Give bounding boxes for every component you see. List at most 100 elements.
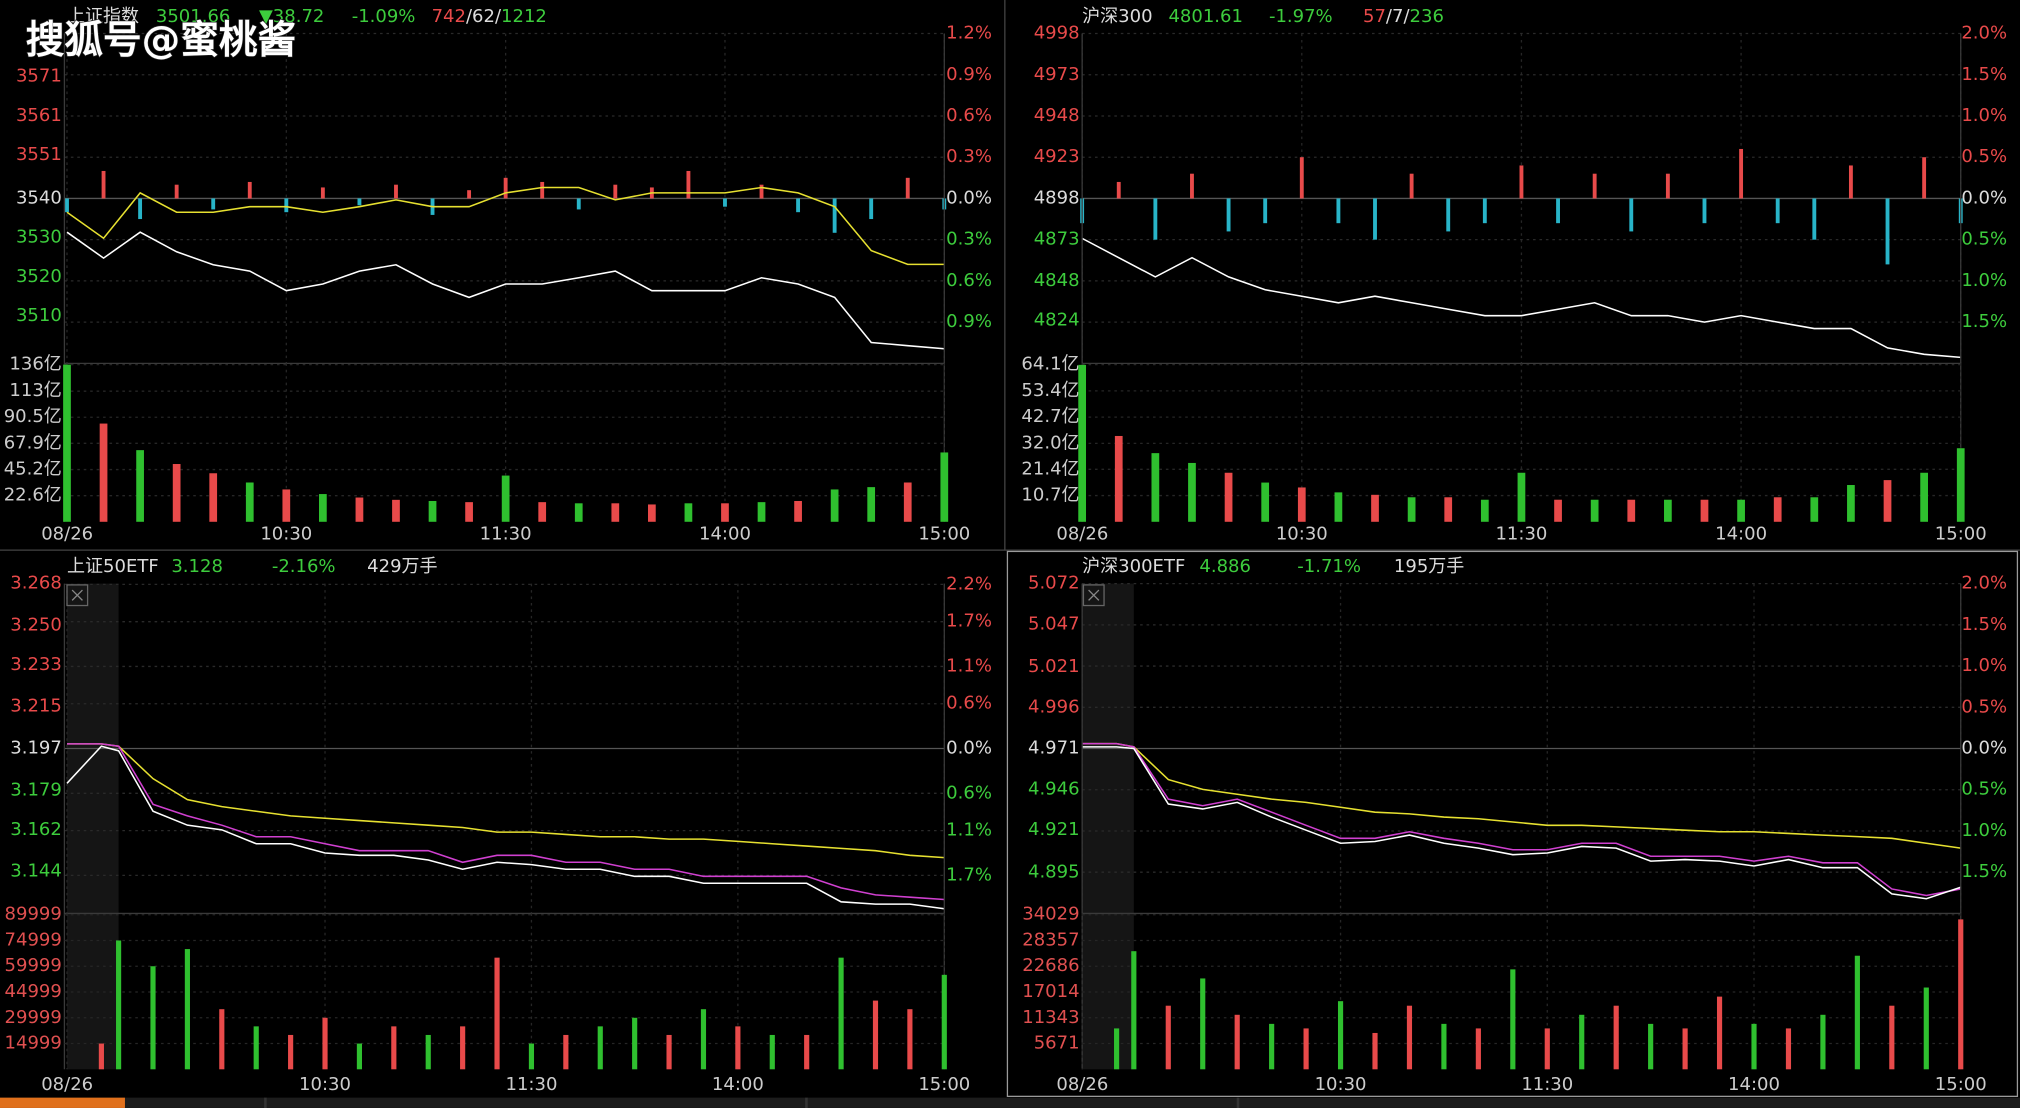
volume-bar xyxy=(282,489,291,522)
volume-bar xyxy=(1334,492,1343,522)
breadth-bar xyxy=(723,198,727,207)
y2-tick-label: 2.0% xyxy=(1961,23,2007,44)
y-tick-label: 59999 xyxy=(5,955,62,976)
y2-tick-label: 1.7% xyxy=(946,864,992,885)
x-tick-label: 11:30 xyxy=(505,1074,557,1095)
volume-bar xyxy=(1820,1014,1826,1070)
y-tick-label: 89999 xyxy=(5,904,62,925)
volume-bar xyxy=(1847,485,1855,522)
volume-bar xyxy=(428,500,437,522)
volume-bar xyxy=(391,1026,397,1070)
volume-bar xyxy=(1200,978,1206,1070)
separator: / xyxy=(1386,6,1393,27)
y2-tick-label: 0.3% xyxy=(946,146,992,167)
y-tick-label: 3.197 xyxy=(10,738,62,759)
y-tick-label: 4824 xyxy=(1034,309,1080,330)
name: 沪深300ETF xyxy=(1082,556,1185,577)
volume-bar xyxy=(1956,448,1965,522)
auction-zone xyxy=(66,583,119,1070)
volume-bar xyxy=(98,1043,104,1070)
breadth-bar xyxy=(467,190,472,199)
y-tick-label: 44999 xyxy=(5,981,62,1002)
breadth-bar xyxy=(869,198,874,220)
volume-bar xyxy=(1165,1005,1171,1070)
y-tick-label: 4873 xyxy=(1034,229,1080,250)
volume-bar xyxy=(1923,987,1929,1070)
y-tick-label: 53.4亿 xyxy=(1021,380,1079,401)
y2-tick-label: 0.0% xyxy=(946,187,992,208)
breadth-bar xyxy=(759,184,764,199)
x-tick-label: 15:00 xyxy=(918,524,970,545)
x-tick-label: 15:00 xyxy=(1935,524,1987,545)
y-tick-label: 34029 xyxy=(1022,904,1079,925)
x-tick-label: 08/26 xyxy=(41,1074,93,1095)
volume-bar xyxy=(563,1034,569,1070)
breadth-bar xyxy=(174,184,179,199)
x-tick-label: 15:00 xyxy=(1935,1074,1987,1095)
volume-bar xyxy=(465,502,473,522)
charts: 1.2% 0.9% 0.6% 0.3% 0.0% 0.3% 0.6% 0.9% 3571 3561… xyxy=(4,23,2007,1095)
breadth-bar xyxy=(1263,198,1268,224)
y2-tick-label: 1.0% xyxy=(1961,105,2007,126)
volume-bar xyxy=(611,503,620,522)
volume-bar xyxy=(1303,1028,1309,1070)
volume-bar xyxy=(735,1026,741,1070)
volume-bar xyxy=(1188,462,1196,522)
x-tick-label: 08/26 xyxy=(1056,524,1108,545)
breadth-bar xyxy=(394,184,398,199)
breadth-bar xyxy=(796,198,801,213)
y-tick-label: 10.7亿 xyxy=(1021,485,1079,506)
volume-bar xyxy=(941,974,947,1070)
volume-bar xyxy=(1151,453,1160,522)
breadth-bar xyxy=(503,177,508,199)
y-tick-label: 3530 xyxy=(16,227,62,248)
volume-bar xyxy=(538,502,547,522)
volume-bar xyxy=(253,1026,259,1070)
volume-bar xyxy=(219,1009,225,1070)
breadth-bar xyxy=(1629,198,1634,232)
volume-bar xyxy=(319,494,327,522)
y-tick-label: 3.162 xyxy=(10,819,62,840)
status-tab[interactable] xyxy=(0,1097,125,1108)
change-pct: -2.16% xyxy=(272,556,336,577)
volume-bar xyxy=(1517,472,1526,522)
volume-bar xyxy=(1078,364,1087,522)
y-tick-label: 22.6亿 xyxy=(4,485,62,506)
y-tick-label: 3.233 xyxy=(10,654,62,675)
breadth-bar xyxy=(101,170,106,199)
breadth-bar xyxy=(1373,198,1377,240)
volume-bar xyxy=(288,1034,294,1070)
volume-bar xyxy=(1297,487,1306,522)
close-button[interactable] xyxy=(66,584,89,607)
breadth-bar xyxy=(905,177,910,199)
watermark: 搜狐号@蜜桃酱 xyxy=(26,18,296,63)
volume: 429万手 xyxy=(367,556,437,577)
x-tick-label: 08/26 xyxy=(41,524,93,545)
close-button[interactable] xyxy=(1082,584,1105,607)
y2-tick-label: 1.2% xyxy=(946,23,992,44)
price-line xyxy=(66,745,945,910)
y2-tick-label: 0.6% xyxy=(946,270,992,291)
x-tick-label: 10:30 xyxy=(1276,524,1328,545)
volume-bar xyxy=(209,473,218,522)
volume-bar xyxy=(867,487,876,522)
y-tick-label: 4848 xyxy=(1034,270,1080,291)
name: 上证50ETF xyxy=(67,556,159,577)
volume-bar xyxy=(872,1000,879,1070)
volume-bar xyxy=(1131,951,1137,1070)
y-tick-label: 4.971 xyxy=(1028,738,1080,759)
breadth-bar xyxy=(320,187,325,199)
volume-bar xyxy=(501,475,510,522)
y2-tick-label: 0.6% xyxy=(946,693,992,714)
y2-tick-label: 1.0% xyxy=(1961,270,2007,291)
price-line xyxy=(1082,746,1961,900)
volume-bar xyxy=(136,450,144,522)
volume-bar xyxy=(150,966,156,1070)
price-line xyxy=(66,743,945,859)
volume-bar xyxy=(1544,1028,1550,1070)
breadth-bar xyxy=(540,181,545,199)
volume-bar xyxy=(63,364,71,522)
y2-tick-label: 0.6% xyxy=(946,105,992,126)
volume-bar xyxy=(1883,480,1892,522)
